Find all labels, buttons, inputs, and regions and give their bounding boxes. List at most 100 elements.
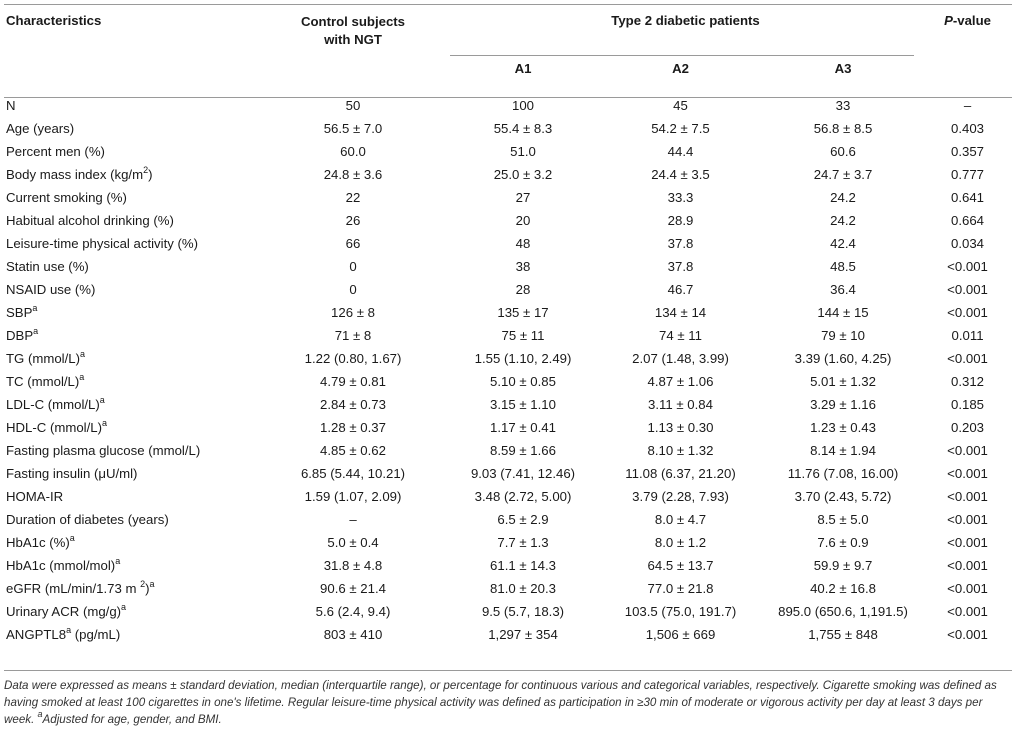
cell-p-value: <0.001	[947, 466, 988, 481]
cell-a3: 3.70 (2.43, 5.72)	[794, 489, 892, 504]
cell-a1: 5.10 ± 0.85	[490, 374, 556, 389]
cell-a1: 135 ± 17	[497, 305, 549, 320]
cell-a2: 3.11 ± 0.84	[648, 397, 713, 412]
characteristics-table: Characteristics Control subjects with NG…	[4, 6, 1012, 646]
cell-a1: 3.48 (2.72, 5.00)	[474, 489, 572, 504]
cell-a2: 33.3	[667, 190, 694, 205]
cell-control: 90.6 ± 21.4	[320, 581, 386, 596]
cell-a2: 103.5 (75.0, 191.7)	[624, 604, 737, 619]
row-label: eGFR (mL/min/1.73 m 2)a	[4, 577, 258, 600]
cell-a3: 33	[835, 97, 851, 113]
table-row: N 50 100 45 33 –	[4, 87, 1012, 117]
cell-a2: 24.4 ± 3.5	[651, 167, 710, 182]
row-label-text: HbA1c (mmol/mol)	[6, 558, 116, 573]
table-row: SBPa 126 ± 8 135 ± 17 134 ± 14 144 ± 15 <0.00…	[4, 301, 1012, 324]
row-label-footnote-mark: a	[66, 624, 72, 635]
cell-p-value: <0.001	[947, 351, 988, 366]
cell-control: 22	[345, 190, 361, 205]
cell-a2: 74 ± 11	[659, 328, 702, 343]
cell-p-value: <0.001	[947, 558, 988, 573]
row-label-text: HOMA-IR	[6, 489, 64, 504]
row-label: HbA1c (mmol/mol)a	[4, 554, 258, 577]
header-characteristics: Characteristics	[6, 13, 102, 28]
cell-control: 4.79 ± 0.81	[320, 374, 386, 389]
cell-a1: 27	[515, 190, 531, 205]
cell-a3: 3.39 (1.60, 4.25)	[794, 351, 892, 366]
row-label-after: )	[148, 167, 153, 182]
cell-control: 60.0	[340, 144, 366, 159]
cell-a1: 81.0 ± 20.3	[490, 581, 556, 596]
cell-a2: 28.9	[667, 213, 694, 228]
cell-a3: 3.29 ± 1.16	[810, 397, 876, 412]
table-row: Fasting insulin (μU/ml) 6.85 (5.44, 10.21…	[4, 462, 1012, 485]
cell-a3: 11.76 (7.08, 16.00)	[787, 466, 899, 481]
row-label-footnote-mark: a	[149, 578, 155, 589]
row-label: HDL-C (mmol/L)a	[4, 416, 258, 439]
cell-control: 5.6 (2.4, 9.4)	[315, 604, 391, 619]
header-a3: A3	[834, 61, 852, 76]
table-row: Statin use (%) 0 38 37.8 48.5 <0.001	[4, 255, 1012, 278]
row-label-text: Urinary ACR (mg/g)	[6, 604, 122, 619]
table-row: eGFR (mL/min/1.73 m 2)a 90.6 ± 21.4 81.0 ±…	[4, 577, 1012, 600]
cell-a1: 51.0	[510, 144, 536, 159]
row-label: Age (years)	[4, 117, 258, 140]
cell-a2: 45	[673, 97, 688, 113]
cell-a3: 79 ± 10	[821, 328, 865, 343]
cell-a2: 44.4	[667, 144, 694, 159]
row-label-text: NSAID use (%)	[6, 282, 96, 297]
cell-a3: 24.7 ± 3.7	[813, 167, 873, 182]
header-p-rest: -value	[952, 13, 991, 28]
row-label-text: Percent men (%)	[6, 144, 105, 159]
row-label-text: DBP	[6, 328, 34, 343]
row-label: HOMA-IR	[4, 485, 258, 508]
footnote-tail: Adjusted for age, gender, and BMI.	[42, 713, 222, 726]
cell-a1: 48	[515, 236, 531, 251]
cell-a3: 7.6 ± 0.9	[817, 535, 869, 550]
cell-p-value: <0.001	[947, 512, 988, 527]
table-row: TG (mmol/L)a 1.22 (0.80, 1.67) 1.55 (1.10,…	[4, 347, 1012, 370]
row-label-text: Fasting plasma glucose (mmol/L)	[6, 443, 201, 458]
row-label: ANGPTL8a (pg/mL)	[4, 623, 258, 646]
row-label-exponent: 2	[143, 164, 149, 175]
row-label-footnote-mark: a	[121, 601, 127, 612]
header-rule	[4, 97, 1012, 98]
cell-a1: 1.17 ± 0.41	[490, 420, 556, 435]
row-label: TG (mmol/L)a	[4, 347, 258, 370]
cell-a3: 895.0 (650.6, 1,191.5)	[778, 604, 908, 619]
row-label-tail: (pg/mL)	[71, 627, 121, 642]
header-control-line1: Control subjects	[300, 14, 406, 29]
cell-a3: 56.8 ± 8.5	[813, 121, 873, 136]
table-row: Urinary ACR (mg/g)a 5.6 (2.4, 9.4) 9.5 (5.…	[4, 600, 1012, 623]
cell-a2: 3.79 (2.28, 7.93)	[632, 489, 729, 504]
table-row: Current smoking (%) 22 27 33.3 24.2 0.641	[4, 186, 1012, 209]
cell-a2: 8.10 ± 1.32	[647, 443, 714, 458]
table-row: Fasting plasma glucose (mmol/L) 4.85 ± 0.…	[4, 439, 1012, 462]
cell-a2: 1.13 ± 0.30	[647, 420, 714, 435]
table-row: Duration of diabetes (years) – 6.5 ± 2.9 8.…	[4, 508, 1012, 531]
table-row: Body mass index (kg/m2) 24.8 ± 3.6 25.0 ± …	[4, 163, 1012, 186]
cell-a1: 1,297 ± 354	[488, 627, 558, 642]
cell-a3: 40.2 ± 16.8	[810, 581, 876, 596]
row-label-text: Habitual alcohol drinking (%)	[6, 213, 174, 228]
cell-a2: 8.0 ± 1.2	[654, 535, 707, 550]
cell-p-value: 0.641	[951, 190, 985, 205]
table-footnote: Data were expressed as means ± standard …	[4, 677, 1008, 728]
cell-a1: 8.59 ± 1.66	[490, 443, 556, 458]
row-label-footnote-mark: a	[101, 417, 107, 428]
table-row: HDL-C (mmol/L)a 1.28 ± 0.37 1.17 ± 0.41 1.1…	[4, 416, 1012, 439]
row-label-footnote-mark: a	[79, 371, 85, 382]
header-a1: A1	[514, 61, 532, 76]
cell-control: 71 ± 8	[334, 328, 372, 343]
group-rule	[450, 55, 914, 56]
row-label-footnote-mark: a	[99, 394, 105, 405]
row-label-exponent: 2	[140, 578, 146, 589]
cell-control: 0	[349, 259, 357, 274]
table-row: LDL-C (mmol/L)a 2.84 ± 0.73 3.15 ± 1.10 3.1…	[4, 393, 1012, 416]
cell-a2: 11.08 (6.37, 21.20)	[625, 466, 736, 481]
cell-a3: 59.9 ± 9.7	[813, 558, 873, 573]
cell-a1: 6.5 ± 2.9	[497, 512, 549, 527]
table-row: Habitual alcohol drinking (%) 26 20 28.9 24.…	[4, 209, 1012, 232]
row-label-text: HDL-C (mmol/L)	[6, 420, 102, 435]
row-label: LDL-C (mmol/L)a	[4, 393, 258, 416]
table-row: Leisure-time physical activity (%) 66 48 37…	[4, 232, 1012, 255]
